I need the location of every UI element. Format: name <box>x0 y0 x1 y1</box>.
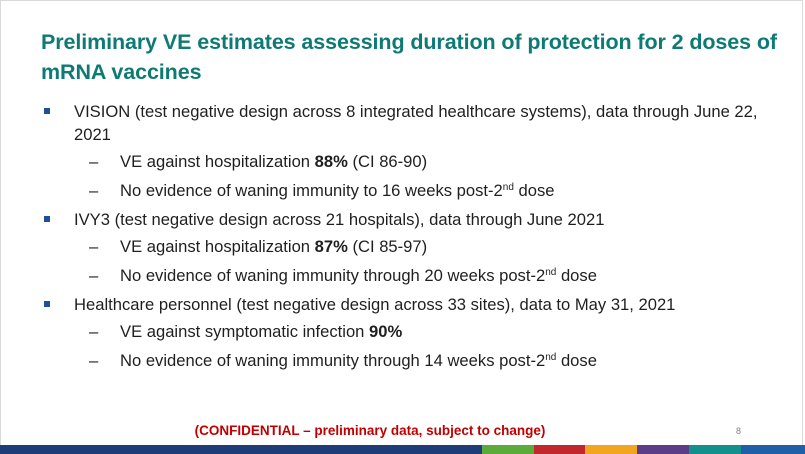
sub-text: No evidence of waning immunity through 1… <box>120 351 546 370</box>
dash-marker: – <box>89 266 99 285</box>
slide-title: Preliminary VE estimates assessing durat… <box>41 30 777 84</box>
bar-segment-navy <box>0 445 482 454</box>
sub-text: VE against symptomatic infection <box>120 322 370 341</box>
sub-text: No evidence of waning immunity to 16 wee… <box>120 181 503 200</box>
bullet-text: Healthcare personnel (test negative desi… <box>74 295 676 314</box>
superscript: nd <box>545 352 557 363</box>
bar-segment-purple <box>637 445 689 454</box>
superscript: nd <box>545 267 557 278</box>
bullet-text: IVY3 (test negative design across 21 hos… <box>74 210 605 229</box>
dash-marker: – <box>89 322 99 341</box>
dash-marker: – <box>89 152 99 171</box>
sub-text: dose <box>556 266 597 285</box>
bullet-item-healthcare-personnel: Healthcare personnel (test negative desi… <box>44 293 774 316</box>
page-number: 8 <box>736 426 742 436</box>
sub-bullet-item: – VE against symptomatic infection 90% <box>44 320 774 343</box>
sub-bullet-item: – No evidence of waning immunity to 16 w… <box>44 179 774 202</box>
bullet-item-vision: VISION (test negative design across 8 in… <box>44 100 774 146</box>
bar-segment-red <box>534 445 585 454</box>
sub-bullet-item: – No evidence of waning immunity through… <box>44 264 774 287</box>
square-bullet-icon <box>44 216 50 222</box>
sub-text: VE against hospitalization <box>120 152 315 171</box>
dash-marker: – <box>89 351 99 370</box>
bar-segment-teal <box>689 445 741 454</box>
bar-segment-green <box>482 445 534 454</box>
superscript: nd <box>502 182 514 193</box>
sub-text: VE against hospitalization <box>120 237 315 256</box>
footer-color-bar <box>0 445 805 454</box>
sub-text: dose <box>556 351 597 370</box>
confidential-notice: (CONFIDENTIAL – preliminary data, subjec… <box>194 423 546 438</box>
dash-marker: – <box>89 181 99 200</box>
sub-bullet-item: – VE against hospitalization 87% (CI 85-… <box>44 235 774 258</box>
bar-segment-orange <box>585 445 637 454</box>
square-bullet-icon <box>44 301 50 307</box>
ve-value: 88% <box>314 152 348 171</box>
ve-value: 90% <box>369 322 403 341</box>
sub-bullet-item: – VE against hospitalization 88% (CI 86-… <box>44 150 774 173</box>
sub-text: (CI 86-90) <box>347 152 428 171</box>
bullet-item-ivy3: IVY3 (test negative design across 21 hos… <box>44 208 774 231</box>
bullet-text: VISION (test negative design across 8 in… <box>74 102 758 144</box>
sub-text: No evidence of waning immunity through 2… <box>120 266 546 285</box>
sub-text: dose <box>513 181 555 200</box>
bullet-list: VISION (test negative design across 8 in… <box>44 100 774 378</box>
square-bullet-icon <box>44 108 50 114</box>
sub-bullet-item: – No evidence of waning immunity through… <box>44 349 774 372</box>
bar-segment-blue <box>741 445 805 454</box>
ve-value: 87% <box>314 237 348 256</box>
dash-marker: – <box>89 237 99 256</box>
sub-text: (CI 85-97) <box>347 237 428 256</box>
